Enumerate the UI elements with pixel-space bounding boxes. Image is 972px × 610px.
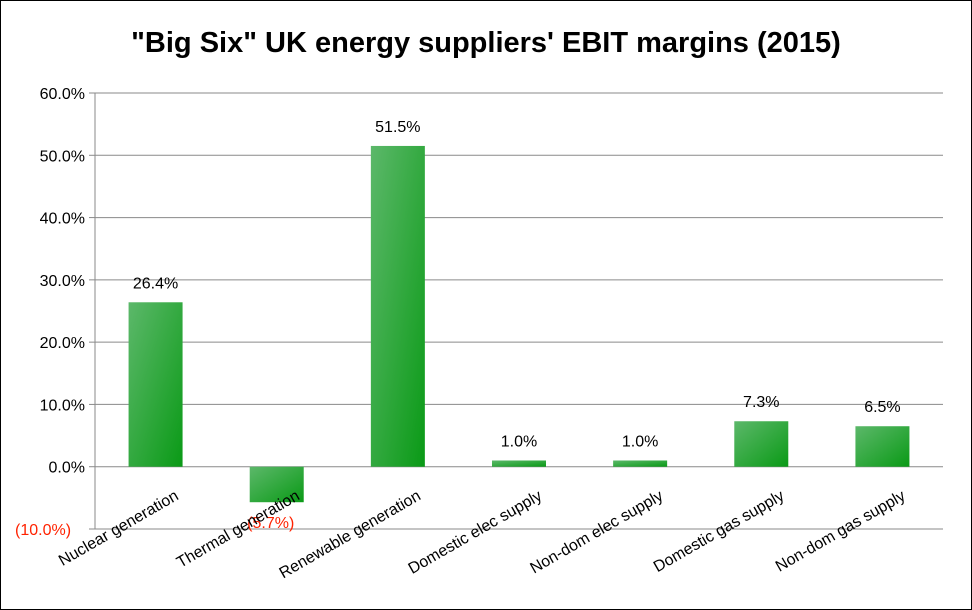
category-label: Domestic elec supply [406,487,545,577]
data-label: 1.0% [622,433,658,450]
bar [128,302,183,467]
bar [855,426,910,467]
data-label: 7.3% [743,394,779,411]
y-tick-label: (10.0%) [15,522,71,539]
data-label: (5.7%) [247,515,294,532]
y-tick-label: 20.0% [40,335,85,352]
data-label: 1.0% [501,433,537,450]
bar [370,145,425,467]
y-tick-label: 50.0% [40,148,85,165]
data-label: 51.5% [375,119,420,136]
y-tick-label: 40.0% [40,211,85,228]
chart-title: "Big Six" UK energy suppliers' EBIT marg… [131,27,841,59]
data-label: 6.5% [864,399,900,416]
category-label: Non-dom gas supply [773,487,909,575]
y-tick-label: 30.0% [40,273,85,290]
bar [492,460,546,467]
category-label: Domestic gas supply [651,487,787,576]
bar [249,466,304,503]
bar [734,421,789,467]
data-label: 26.4% [133,275,178,292]
category-label: Non-dom elec supply [527,487,666,577]
y-tick-label: 0.0% [49,460,85,477]
y-tick-label: 10.0% [40,397,85,414]
y-tick-label: 60.0% [40,86,85,103]
bar [613,460,668,467]
